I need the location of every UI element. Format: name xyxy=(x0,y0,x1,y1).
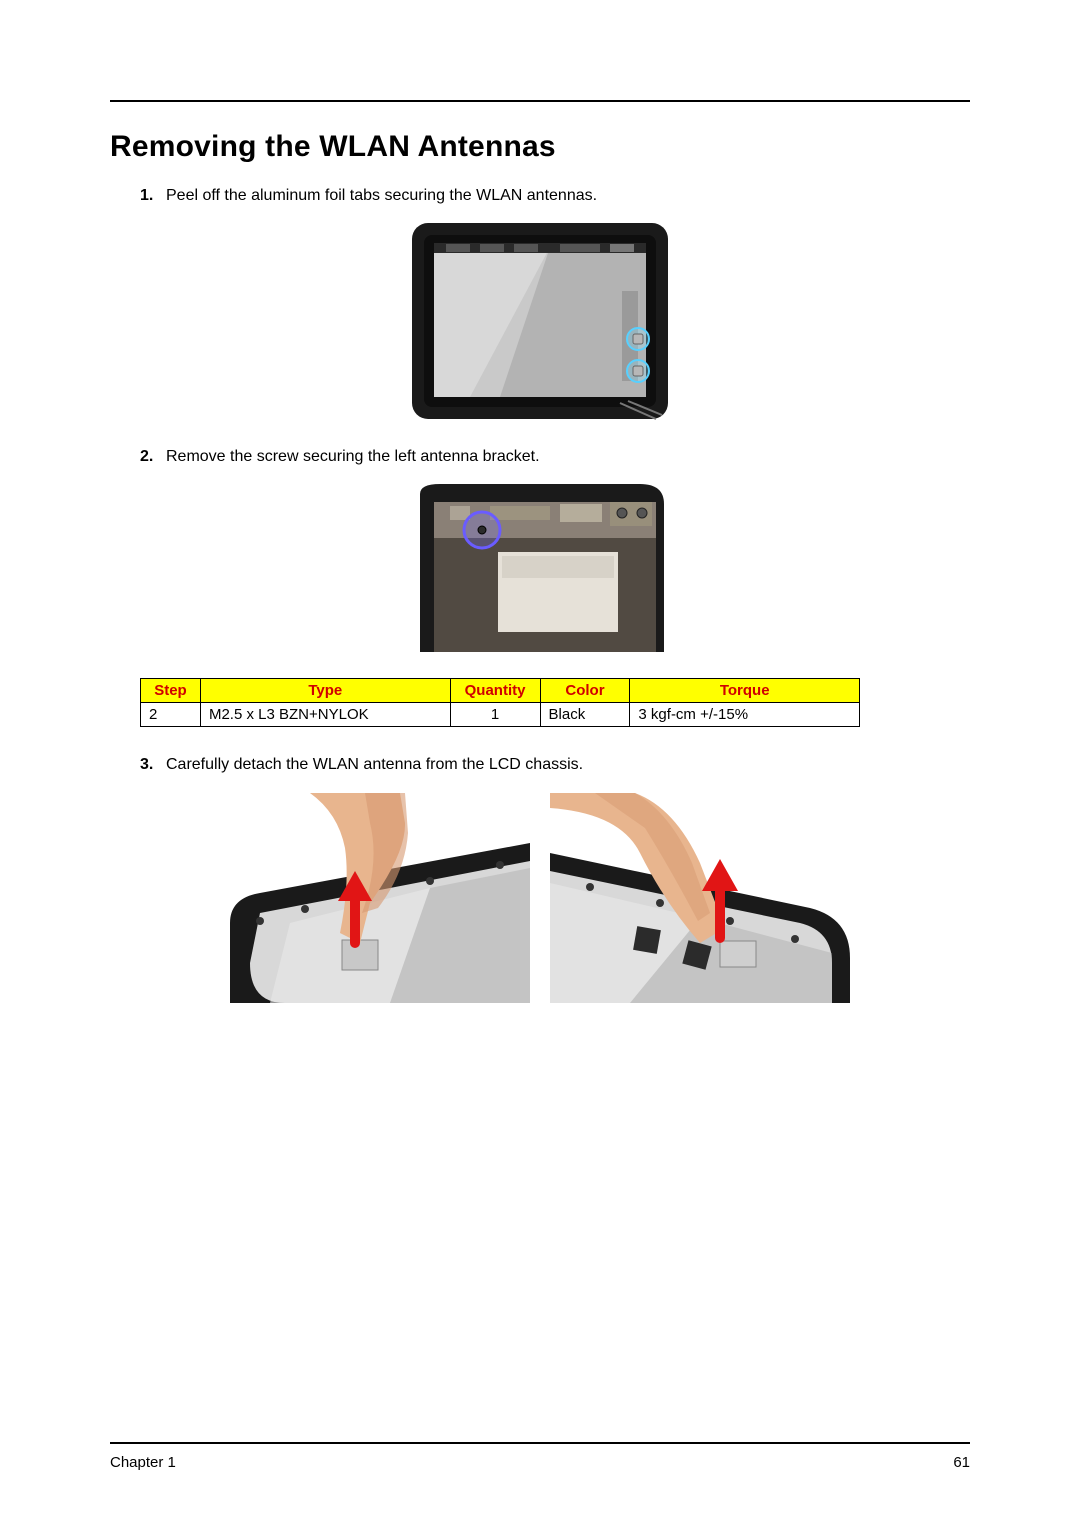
steps-list-2: 2. Remove the screw securing the left an… xyxy=(140,447,970,468)
step-2: 2. Remove the screw securing the left an… xyxy=(140,447,970,468)
screw-table-wrap: Step Type Quantity Color Torque 2 M2.5 x… xyxy=(140,678,970,727)
figure-3-wrap xyxy=(110,793,970,1003)
step-3: 3. Carefully detach the WLAN antenna fro… xyxy=(140,755,970,776)
col-type: Type xyxy=(200,678,450,702)
screw-table: Step Type Quantity Color Torque 2 M2.5 x… xyxy=(140,678,860,727)
step-2-text: Remove the screw securing the left anten… xyxy=(166,447,540,468)
page-footer: Chapter 1 61 xyxy=(110,1442,970,1471)
step-1-num: 1. xyxy=(140,187,166,205)
step-1-text: Peel off the aluminum foil tabs securing… xyxy=(166,186,597,207)
footer-row: Chapter 1 61 xyxy=(110,1454,970,1471)
step-3-num: 3. xyxy=(140,756,166,774)
figure-1 xyxy=(410,221,670,421)
figure-3a xyxy=(230,793,530,1003)
footer-right: 61 xyxy=(953,1454,970,1471)
cell-color: Black xyxy=(540,702,630,726)
steps-list: 1. Peel off the aluminum foil tabs secur… xyxy=(140,186,970,207)
cell-qty: 1 xyxy=(450,702,540,726)
section-title: Removing the WLAN Antennas xyxy=(110,130,970,164)
figure-3b xyxy=(550,793,850,1003)
table-header-row: Step Type Quantity Color Torque xyxy=(141,678,860,702)
step-1: 1. Peel off the aluminum foil tabs secur… xyxy=(140,186,970,207)
page: Removing the WLAN Antennas 1. Peel off t… xyxy=(0,0,1080,1527)
col-torque: Torque xyxy=(630,678,860,702)
step-2-num: 2. xyxy=(140,448,166,466)
cell-torque: 3 kgf-cm +/-15% xyxy=(630,702,860,726)
step-3-text: Carefully detach the WLAN antenna from t… xyxy=(166,755,583,776)
figure-1-wrap xyxy=(110,221,970,421)
figure-2-wrap xyxy=(110,482,970,652)
top-rule xyxy=(110,100,970,102)
col-quantity: Quantity xyxy=(450,678,540,702)
col-step: Step xyxy=(141,678,201,702)
cell-step: 2 xyxy=(141,702,201,726)
steps-list-3: 3. Carefully detach the WLAN antenna fro… xyxy=(140,755,970,776)
footer-rule xyxy=(110,1442,970,1444)
figure-2 xyxy=(410,482,670,652)
col-color: Color xyxy=(540,678,630,702)
footer-left: Chapter 1 xyxy=(110,1454,176,1471)
table-row: 2 M2.5 x L3 BZN+NYLOK 1 Black 3 kgf-cm +… xyxy=(141,702,860,726)
cell-type: M2.5 x L3 BZN+NYLOK xyxy=(200,702,450,726)
